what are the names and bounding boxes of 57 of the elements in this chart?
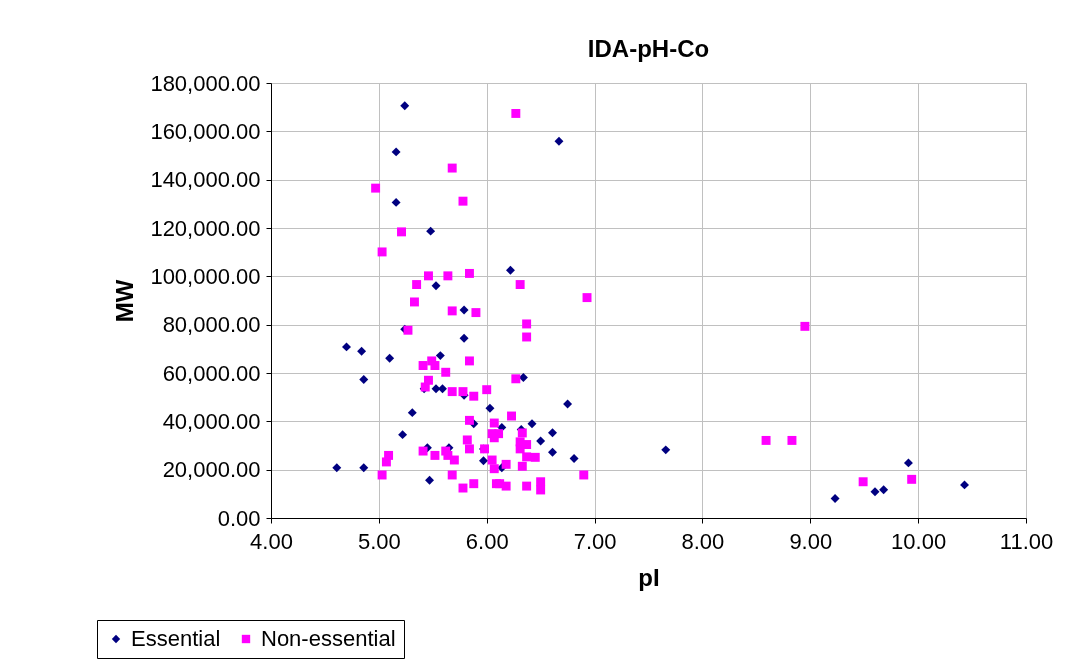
y-axis-title: MW <box>111 279 139 323</box>
point <box>391 147 401 157</box>
x-tick-label: 11.00 <box>999 528 1054 554</box>
point <box>332 463 342 473</box>
y-tick-label: 180,000.00 <box>150 70 261 96</box>
x-tick-label: 6.00 <box>465 528 509 554</box>
x-tick-label: 10.00 <box>891 528 947 554</box>
point <box>479 456 488 466</box>
point <box>425 475 435 485</box>
point <box>554 136 564 146</box>
point <box>505 265 515 275</box>
point <box>385 353 395 363</box>
x-tick-label: 4.00 <box>250 528 293 554</box>
point <box>459 305 469 315</box>
y-tick-label: 20,000.00 <box>162 457 261 483</box>
x-tick-label: 7.00 <box>573 528 617 554</box>
point <box>548 447 557 457</box>
point <box>661 445 671 455</box>
y-tick-label: 100,000.00 <box>150 263 261 289</box>
point <box>459 333 469 343</box>
point <box>400 101 410 111</box>
x-tick-label: 8.00 <box>681 528 725 554</box>
legend-label: Essential <box>131 626 221 651</box>
point <box>485 403 495 413</box>
point <box>548 428 557 438</box>
point <box>391 197 401 207</box>
point <box>342 342 351 352</box>
point <box>903 458 913 468</box>
x-axis-title: pI <box>638 563 660 591</box>
point <box>563 399 573 409</box>
y-tick-label: 60,000.00 <box>162 360 261 386</box>
point <box>569 454 579 464</box>
point <box>407 408 417 418</box>
y-tick-label: 40,000.00 <box>162 408 261 434</box>
chart-title: IDA-pH-Co <box>587 35 710 62</box>
point <box>359 463 369 473</box>
y-tick-label: 80,000.00 <box>162 312 261 338</box>
point <box>960 480 969 490</box>
point <box>536 436 546 446</box>
legend-label: Non-essential <box>261 626 396 651</box>
y-tick-label: 140,000.00 <box>150 167 261 193</box>
y-tick-label: 160,000.00 <box>150 118 261 144</box>
point <box>438 384 447 394</box>
x-tick-label: 9.00 <box>789 528 833 554</box>
point <box>879 485 889 495</box>
point <box>426 226 436 236</box>
point <box>357 346 367 356</box>
point <box>830 493 840 503</box>
point <box>359 375 369 384</box>
y-tick-label: 120,000.00 <box>150 215 261 241</box>
point <box>527 419 537 429</box>
point <box>431 281 441 291</box>
point <box>435 351 445 361</box>
y-tick-label: 0.00 <box>217 505 261 531</box>
x-tick-label: 5.00 <box>357 528 401 554</box>
point <box>398 430 408 440</box>
point <box>870 487 880 497</box>
